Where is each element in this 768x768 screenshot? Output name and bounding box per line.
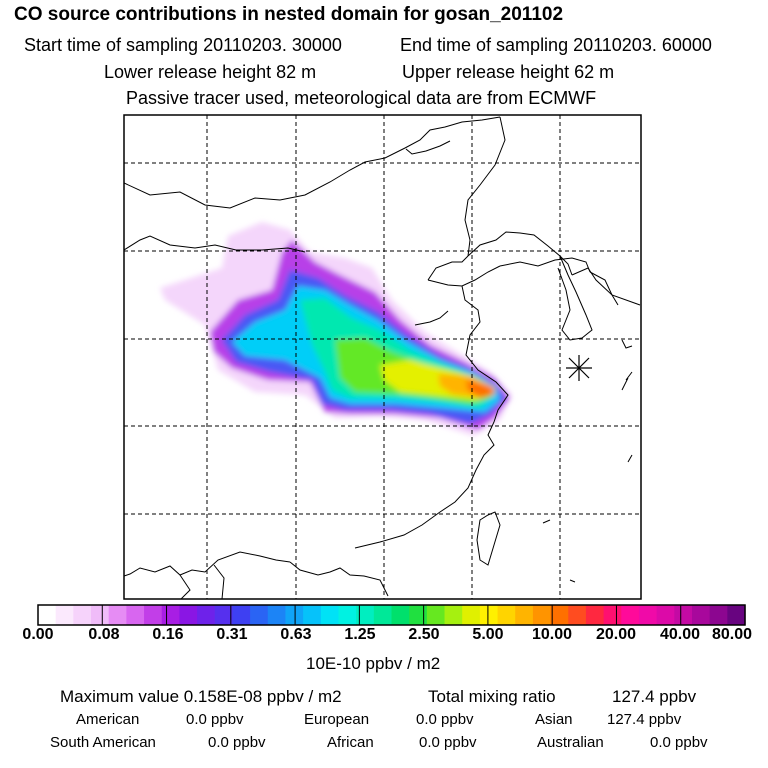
- colorbar-tick-label: 0.08: [88, 626, 120, 643]
- upper-release-height: Upper release height 62 m: [402, 62, 615, 82]
- colorbar-swatch: [144, 605, 163, 625]
- south-american-label: South American: [50, 734, 156, 751]
- colorbar-swatch: [550, 605, 569, 625]
- colorbar-swatch: [426, 605, 446, 625]
- colorbar-tick-label: 80.00: [711, 626, 753, 643]
- colorbar-swatch: [108, 605, 127, 625]
- african-label: African: [327, 734, 374, 751]
- total-mixing-label: Total mixing ratio: [428, 687, 556, 706]
- colorbar-swatch: [709, 605, 728, 625]
- colorbar-swatch: [497, 605, 516, 625]
- colorbar-tick-label: 0.63: [280, 626, 312, 643]
- colorbar-swatch: [73, 605, 92, 625]
- total-mixing-value: 127.4 ppbv: [612, 687, 697, 706]
- colorbar-tick-label: 0.31: [216, 626, 248, 643]
- colorbar-swatch: [603, 605, 622, 625]
- lat-lon-grid: [124, 115, 641, 599]
- colorbar-swatch: [338, 605, 357, 625]
- colorbar-tick-label: 2.50: [408, 626, 440, 643]
- colorbar-swatch: [621, 605, 640, 625]
- colorbar-swatch: [179, 605, 198, 625]
- max-value: Maximum value 0.158E-08 ppbv / m2: [60, 687, 342, 706]
- colorbar-swatch: [479, 605, 499, 625]
- colorbar-swatch: [391, 605, 410, 625]
- colorbar-swatch: [232, 605, 251, 625]
- australian-value: 0.0 ppbv: [650, 734, 708, 751]
- end-time: End time of sampling 20110203. 60000: [400, 35, 712, 55]
- colorbar-tick-label: 40.00: [659, 626, 701, 643]
- european-value: 0.0 ppbv: [416, 711, 474, 728]
- lower-release-height: Lower release height 82 m: [104, 62, 317, 82]
- plume-concentration: [160, 222, 512, 436]
- colorbar-swatch: [674, 605, 693, 625]
- colorbar-swatch: [727, 605, 746, 625]
- start-time: Start time of sampling 20110203. 30000: [24, 35, 342, 55]
- colorbar-swatch: [585, 605, 605, 625]
- map-title: CO source contributions in nested domain…: [14, 4, 564, 25]
- colorbar-frame: [37, 604, 746, 626]
- australian-label: Australian: [537, 734, 604, 751]
- colorbar-unit: 10E-10 ppbv / m2: [306, 654, 441, 673]
- colorbar-tick-label: 0.16: [152, 626, 184, 643]
- colorbar-swatch: [568, 605, 587, 625]
- colorbar-swatch: [38, 605, 57, 625]
- asian-label: Asian: [535, 711, 573, 728]
- colorbar-swatch: [515, 605, 534, 625]
- colorbar-swatch: [444, 605, 463, 625]
- colorbar-tick-label: 10.00: [531, 626, 573, 643]
- colorbar-swatch: [267, 605, 287, 625]
- colorbar-swatch: [161, 605, 181, 625]
- colorbar-swatch: [462, 605, 481, 625]
- colorbar-swatch: [691, 605, 711, 625]
- colorbar-swatch: [91, 605, 110, 625]
- colorbar-tick-label: 0.00: [22, 626, 54, 643]
- american-label: American: [76, 711, 140, 728]
- colorbar-swatch: [638, 605, 658, 625]
- map-frame: [123, 114, 642, 600]
- colorbar-swatch: [532, 605, 552, 625]
- american-value: 0.0 ppbv: [186, 711, 244, 728]
- colorbar-swatch: [409, 605, 428, 625]
- colorbar-swatch: [373, 605, 393, 625]
- colorbar-swatch: [303, 605, 322, 625]
- colorbar-swatch: [197, 605, 216, 625]
- coastlines: [124, 116, 641, 599]
- colorbar-swatch: [55, 605, 74, 625]
- colorbar-swatch: [285, 605, 304, 625]
- african-value: 0.0 ppbv: [419, 734, 477, 751]
- colorbar-tick-label: 20.00: [595, 626, 637, 643]
- colorbar-swatch: [250, 605, 269, 625]
- south-american-value: 0.0 ppbv: [208, 734, 266, 751]
- receptor-star-icon: [566, 355, 592, 381]
- colorbar-swatch: [656, 605, 675, 625]
- colorbar-tick-label: 5.00: [472, 626, 504, 643]
- colorbar: [37, 605, 746, 625]
- colorbar-tick-label: 1.25: [344, 626, 376, 643]
- asian-value: 127.4 ppbv: [607, 711, 682, 728]
- colorbar-swatch: [356, 605, 375, 625]
- colorbar-swatch: [126, 605, 145, 625]
- tracer-note: Passive tracer used, meteorological data…: [126, 88, 597, 108]
- colorbar-swatch: [320, 605, 340, 625]
- european-label: European: [304, 711, 370, 728]
- colorbar-swatch: [214, 605, 234, 625]
